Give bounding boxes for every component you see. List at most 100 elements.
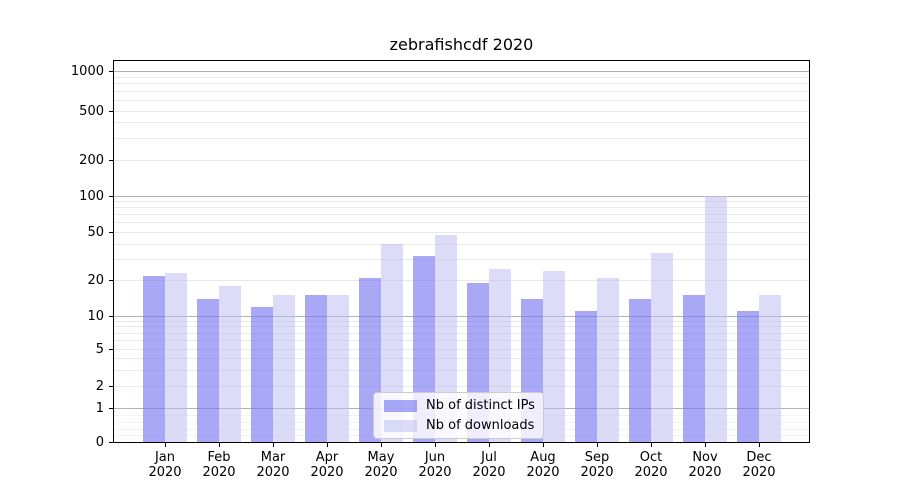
y-tick-label: 200 — [79, 152, 104, 168]
y-grid-minor — [114, 91, 809, 93]
y-tick-label: 1 — [95, 401, 104, 417]
x-tick — [434, 442, 436, 447]
y-grid-minor — [114, 358, 809, 360]
bar-downloads-nov — [705, 196, 727, 443]
x-tick-label-sep: Sep 2020 — [570, 450, 624, 480]
bar-distinct-ips-dec — [737, 311, 759, 443]
x-tick-label-line: Jun — [424, 450, 446, 465]
y-tick-label: 1000 — [70, 63, 104, 79]
y-tick-label: 50 — [87, 225, 104, 240]
y-grid-major — [114, 70, 809, 72]
y-grid-minor — [114, 122, 809, 124]
y-tick — [109, 110, 113, 112]
x-tick-label-line: Mar — [260, 450, 286, 465]
y-grid-minor — [114, 214, 809, 216]
bar-downloads-aug — [543, 271, 565, 443]
bar-downloads-feb — [219, 285, 241, 443]
x-tick — [488, 442, 490, 447]
y-grid-minor — [114, 222, 809, 224]
x-tick-label-apr: Apr 2020 — [300, 450, 354, 480]
x-tick-label-line: Feb — [207, 450, 231, 465]
x-tick-label-jan: Jan 2020 — [138, 450, 192, 480]
legend-item-distinct-ips: Nb of distinct IPs — [384, 398, 535, 413]
x-tick-label-feb: Feb 2020 — [192, 450, 246, 480]
legend-label-downloads: Nb of downloads — [426, 418, 535, 433]
x-tick — [326, 442, 328, 447]
x-tick-label-line: 2020 — [202, 465, 236, 480]
legend: Nb of distinct IPs Nb of downloads — [373, 392, 544, 439]
y-grid-minor — [114, 110, 809, 112]
x-tick-label-line: 2020 — [742, 465, 776, 480]
y-grid-minor — [114, 326, 809, 328]
y-tick-label: 5 — [95, 342, 104, 357]
y-tick-label: 20 — [87, 273, 104, 288]
y-grid-minor — [114, 332, 809, 334]
x-tick — [272, 442, 274, 447]
bar-downloads-sep — [597, 278, 619, 443]
y-tick-label: 100 — [79, 188, 104, 204]
x-tick — [758, 442, 760, 447]
x-tick — [704, 442, 706, 447]
y-grid-minor — [114, 349, 809, 350]
y-grid-major — [114, 315, 809, 317]
x-tick-label-line: Dec — [746, 450, 772, 465]
y-tick — [109, 315, 113, 317]
x-tick-label-line: 2020 — [418, 465, 452, 480]
x-tick-label-line: Oct — [639, 450, 663, 465]
bar-distinct-ips-nov — [683, 295, 705, 443]
x-tick — [596, 442, 598, 447]
x-tick-label-line: May — [367, 450, 395, 465]
y-tick-label: 500 — [79, 103, 104, 119]
y-tick — [109, 280, 113, 281]
legend-swatch-distinct-ips — [384, 399, 417, 412]
bar-downloads-mar — [273, 295, 295, 443]
x-tick-label-line: 2020 — [472, 465, 506, 480]
y-grid-minor — [114, 232, 809, 233]
x-tick — [218, 442, 220, 447]
legend-label-distinct-ips: Nb of distinct IPs — [426, 398, 535, 413]
x-tick-label-line: 2020 — [310, 465, 344, 480]
y-grid-minor — [114, 207, 809, 209]
y-grid-minor — [114, 137, 809, 139]
x-tick-label-line: Jul — [481, 450, 497, 465]
x-tick-label-line: 2020 — [526, 465, 560, 480]
x-tick-label-line: 2020 — [580, 465, 614, 480]
y-grid-minor — [114, 76, 809, 78]
bar-downloads-oct — [651, 252, 673, 443]
x-tick — [542, 442, 544, 447]
y-tick — [109, 159, 113, 161]
y-grid-minor — [114, 83, 809, 85]
bar-downloads-apr — [327, 295, 349, 443]
y-grid-minor — [114, 243, 809, 245]
legend-item-downloads: Nb of downloads — [384, 418, 535, 433]
x-tick-label-line: Jan — [154, 450, 176, 465]
y-grid-minor — [114, 201, 809, 202]
y-tick — [109, 442, 113, 444]
legend-swatch-downloads — [384, 419, 417, 432]
x-tick-label-jun: Jun 2020 — [408, 450, 462, 480]
x-tick-label-jul: Jul 2020 — [462, 450, 516, 480]
bar-distinct-ips-sep — [575, 311, 597, 443]
bar-distinct-ips-feb — [197, 298, 219, 443]
x-tick-label-mar: Mar 2020 — [246, 450, 300, 480]
y-grid-minor — [114, 258, 809, 260]
y-grid-minor — [114, 159, 809, 161]
y-grid-minor — [114, 280, 809, 281]
x-tick-label-oct: Oct 2020 — [624, 450, 678, 480]
x-tick-label-may: May 2020 — [354, 450, 408, 480]
y-grid-minor — [114, 386, 809, 388]
y-tick-label: 2 — [95, 379, 104, 395]
bar-distinct-ips-jan — [143, 275, 165, 443]
y-grid-minor — [114, 100, 809, 101]
y-grid-minor — [114, 320, 809, 322]
x-tick — [164, 442, 166, 447]
y-grid-minor — [114, 340, 809, 342]
x-tick-label-line: 2020 — [256, 465, 290, 480]
y-tick — [109, 349, 113, 350]
y-tick — [109, 386, 113, 388]
y-tick-label: 0 — [95, 435, 104, 451]
bar-distinct-ips-oct — [629, 298, 651, 443]
x-tick-label-nov: Nov 2020 — [678, 450, 732, 480]
bar-distinct-ips-mar — [251, 306, 273, 443]
